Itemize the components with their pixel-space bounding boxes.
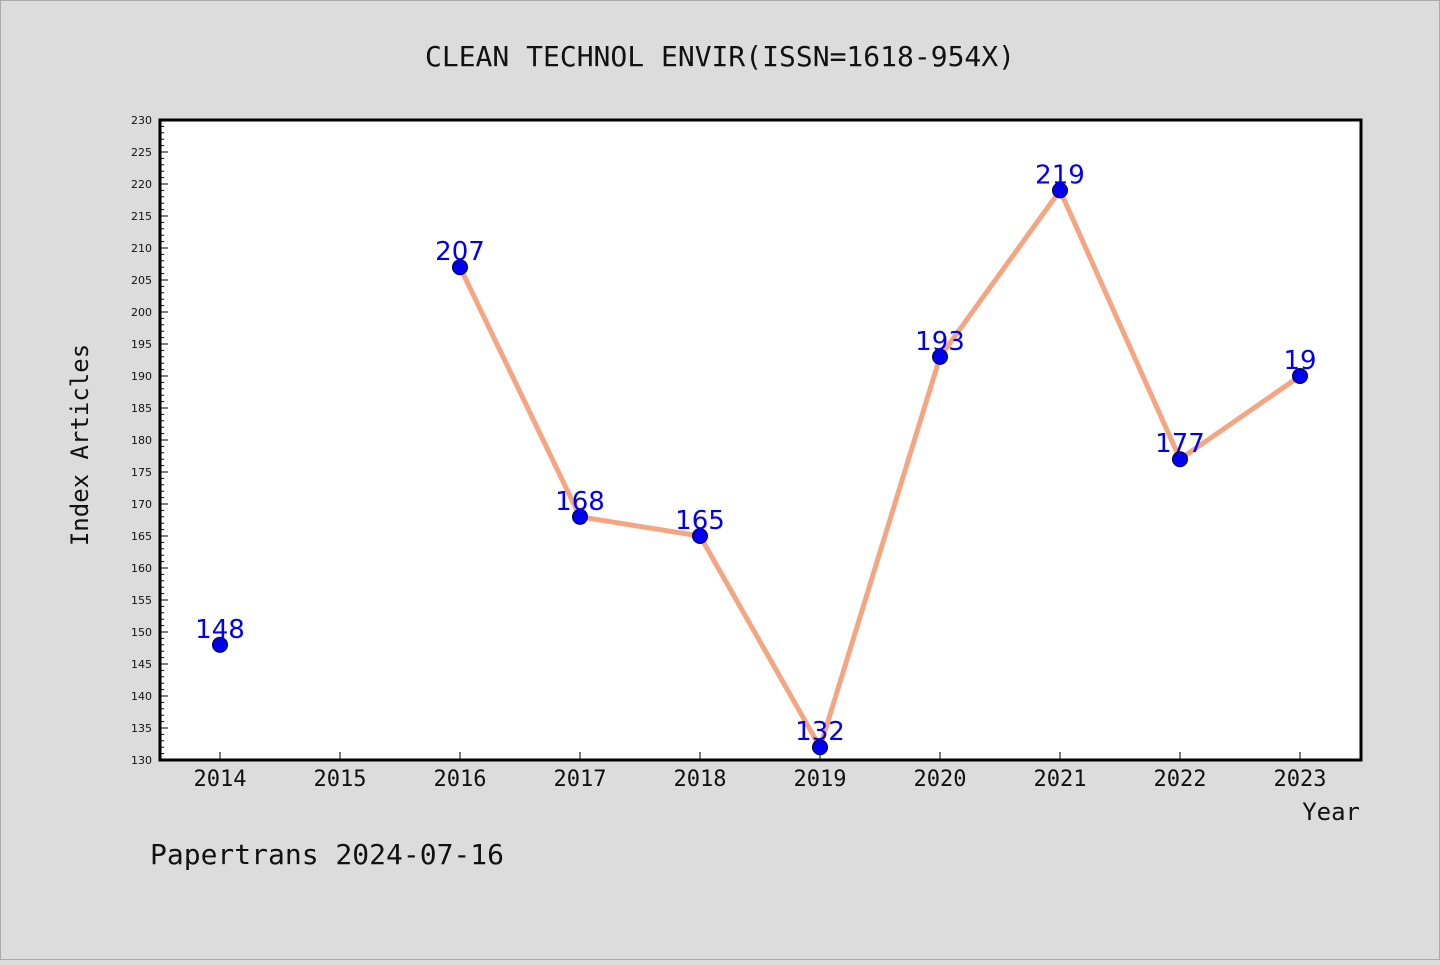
y-tick-label: 135 — [131, 722, 152, 735]
x-tick-label: 2018 — [674, 767, 727, 792]
x-tick-label: 2022 — [1154, 767, 1207, 792]
data-point — [932, 348, 948, 365]
y-tick-label: 155 — [131, 594, 152, 607]
y-tick-label: 160 — [131, 562, 152, 575]
data-point — [812, 739, 828, 756]
data-label: 168 — [555, 487, 605, 517]
data-label: 132 — [795, 717, 845, 747]
x-tick-label: 2016 — [434, 767, 487, 792]
data-label: 19 — [1283, 346, 1316, 376]
data-labels-group: 148 207 168 165 132 193 219 177 19 — [195, 160, 1316, 747]
data-point — [692, 528, 708, 544]
y-tick-label: 220 — [131, 178, 152, 191]
x-tick-label: 2014 — [194, 767, 247, 792]
series-line-group — [457, 187, 1302, 750]
x-tick-label: 2015 — [314, 767, 367, 792]
y-tick-label: 140 — [131, 690, 152, 703]
y-tick-label: 195 — [131, 338, 152, 351]
y-tick-label: 165 — [131, 530, 152, 543]
data-label: 219 — [1035, 160, 1085, 190]
plot-area — [158, 118, 1363, 762]
x-tick-label: 2017 — [554, 767, 607, 792]
y-tick-label: 170 — [131, 498, 152, 511]
y-tick-label: 180 — [131, 434, 152, 447]
footer-credit: Papertrans 2024-07-16 — [150, 838, 504, 871]
y-tick-label: 185 — [131, 402, 152, 415]
data-label: 148 — [195, 615, 245, 645]
data-point — [212, 636, 228, 653]
y-tick-label: 190 — [131, 370, 152, 383]
x-tick-label: 2019 — [794, 767, 847, 792]
y-axis: 130 135 140 145 150 155 160 165 170 175 180 185 190 1… — [131, 114, 168, 767]
x-axis-title: Year — [1302, 798, 1360, 826]
y-tick-label: 215 — [131, 210, 152, 223]
y-tick-label: 130 — [131, 754, 152, 767]
data-label: 207 — [435, 237, 485, 267]
y-tick-label: 150 — [131, 626, 152, 639]
series-points-group — [212, 182, 1308, 756]
data-point — [452, 259, 468, 276]
data-label: 193 — [915, 327, 965, 357]
data-point — [1292, 368, 1308, 384]
y-tick-label: 230 — [131, 114, 152, 127]
y-tick-label: 225 — [131, 146, 152, 159]
y-tick-label: 175 — [131, 466, 152, 479]
x-tick-label: 2023 — [1274, 767, 1327, 792]
y-tick-label: 145 — [131, 658, 152, 671]
data-label: 177 — [1155, 429, 1205, 459]
data-point — [1172, 451, 1188, 468]
chart-title: CLEAN TECHNOL ENVIR(ISSN=1618-954X) — [425, 40, 1015, 73]
y-tick-label: 205 — [131, 274, 152, 287]
data-point — [1052, 182, 1068, 199]
series-line — [457, 187, 1302, 750]
y-tick-label: 210 — [131, 242, 152, 255]
y-tick-label: 200 — [131, 306, 152, 319]
x-tick-label: 2020 — [914, 767, 967, 792]
y-axis-title: Index Articles — [66, 344, 94, 546]
x-tick-label: 2021 — [1034, 767, 1087, 792]
x-axis: 2014 2015 2016 2017 2018 2019 2020 2021 2022 2023 — [194, 752, 1327, 792]
data-label: 165 — [675, 506, 725, 536]
data-point — [572, 508, 588, 525]
